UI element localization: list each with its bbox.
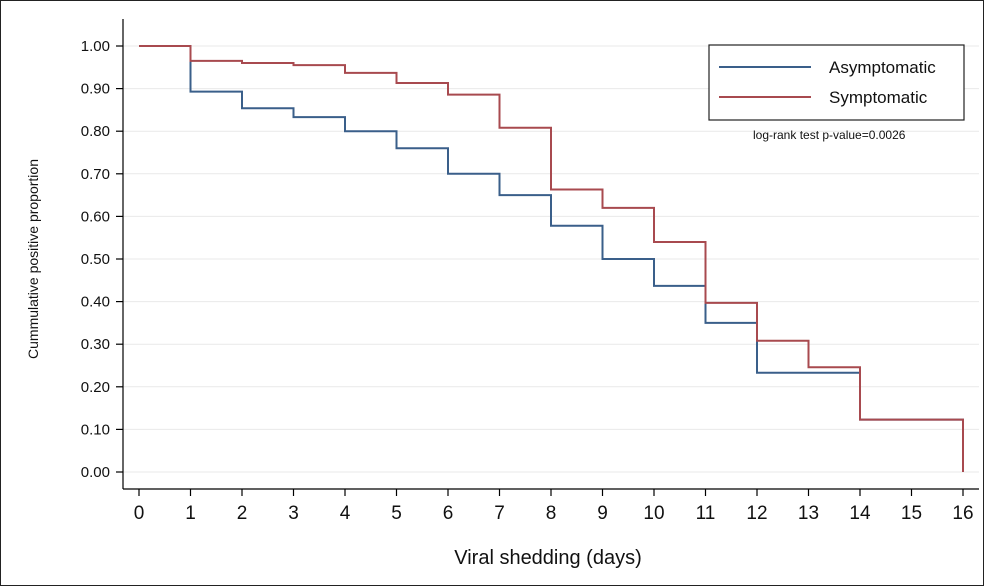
x-tick-label: 14 (849, 503, 871, 524)
y-tick-label: 0.40 (81, 294, 110, 311)
y-tick-label: 0.30 (81, 336, 110, 353)
x-tick-label: 12 (746, 503, 767, 524)
x-tick-label: 8 (546, 503, 557, 524)
legend-box (708, 44, 965, 121)
x-tick-label: 4 (340, 503, 351, 524)
y-tick-label: 0.90 (81, 81, 110, 98)
series-line-symptomatic (139, 45, 964, 472)
legend-label-asymptomatic: Asymptomatic (829, 58, 936, 77)
x-tick-label: 15 (901, 503, 922, 524)
y-tick-label: 0.00 (81, 464, 110, 481)
y-tick-label: 0.80 (81, 123, 110, 140)
x-tick-label: 10 (643, 503, 664, 524)
y-tick-label: 0.10 (81, 421, 110, 438)
x-tick-label: 0 (134, 503, 145, 524)
y-tick-label: 0.70 (81, 166, 110, 183)
x-tick-label: 9 (597, 503, 608, 524)
x-tick-label: 2 (237, 503, 248, 524)
y-axis-title: Cummulative positive proportion (25, 159, 41, 359)
y-tick-label: 0.50 (81, 251, 110, 268)
series-layer (139, 45, 964, 472)
x-tick-label: 13 (798, 503, 819, 524)
x-tick-label: 3 (288, 503, 299, 524)
x-tick-label: 6 (443, 503, 454, 524)
x-axis-title: Viral shedding (days) (454, 547, 642, 569)
x-tick-label: 16 (952, 503, 973, 524)
log-rank-annotation: log-rank test p-value=0.0026 (753, 128, 906, 142)
y-tick-label: 1.00 (81, 38, 110, 55)
y-tick-label: 0.20 (81, 379, 110, 396)
legend-label-symptomatic: Symptomatic (829, 88, 928, 107)
legend: Asymptomatic Symptomatic (708, 44, 965, 121)
ticks-layer: 0.00 0.10 0.20 0.30 0.40 0.50 0.60 0.70 0.80 0.90… (81, 38, 974, 524)
x-tick-label: 7 (494, 503, 505, 524)
x-tick-label: 5 (391, 503, 402, 524)
y-tick-label: 0.60 (81, 208, 110, 225)
x-tick-label: 11 (696, 503, 716, 524)
x-tick-label: 1 (185, 503, 196, 524)
